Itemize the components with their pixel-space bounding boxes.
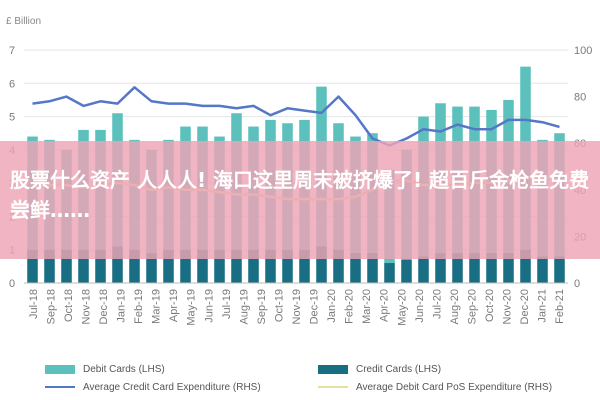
left-tick-label: 0	[9, 278, 15, 290]
right-tick-label: 100	[574, 45, 592, 57]
credit-bar	[554, 256, 565, 283]
credit-bar	[197, 249, 208, 283]
credit-bar	[503, 253, 514, 283]
x-tick-label: Feb-21	[554, 289, 566, 324]
x-tick-label: Oct-19	[274, 289, 286, 322]
legend-item-avg-credit: Average Credit Card Expenditure (RHS)	[45, 379, 261, 395]
x-tick-label: Jul-18	[28, 289, 40, 319]
credit-bar	[231, 249, 242, 283]
legend-label-credit: Credit Cards (LHS)	[356, 363, 442, 375]
left-tick-label: 5	[9, 112, 15, 124]
credit-bar	[384, 263, 395, 283]
credit-bar	[265, 249, 276, 283]
x-tick-label: Nov-20	[502, 289, 514, 324]
credit-bar	[44, 249, 55, 283]
x-tick-label: Dec-19	[309, 289, 321, 324]
right-tick-label: 80	[574, 92, 586, 104]
x-tick-label: Aug-19	[238, 289, 250, 324]
credit-bar	[27, 249, 38, 283]
credit-bar	[129, 249, 140, 283]
credit-bar	[537, 256, 548, 283]
x-tick-label: Feb-20	[344, 289, 356, 324]
legend-swatch-debit	[45, 364, 75, 374]
x-tick-label: Nov-19	[291, 289, 303, 324]
x-tick-label: Sep-20	[467, 289, 479, 324]
x-tick-label: Jan-21	[537, 289, 549, 323]
credit-bar	[248, 249, 259, 283]
x-tick-label: Apr-20	[379, 289, 391, 322]
credit-bar	[520, 249, 531, 283]
credit-bar	[435, 253, 446, 283]
x-tick-label: Oct-20	[484, 289, 496, 322]
avg-credit-expenditure-line	[32, 86, 560, 147]
x-tick-label: Aug-20	[449, 289, 461, 324]
credit-bar	[452, 253, 463, 283]
x-tick-label: Apr-19	[168, 289, 180, 322]
credit-bar	[180, 249, 191, 283]
credit-bar	[61, 249, 72, 283]
credit-bar	[78, 249, 89, 283]
left-axis-unit: £ Billion	[6, 16, 41, 27]
x-tick-label: Jun-19	[203, 289, 215, 323]
legend-item-credit: Credit Cards (LHS)	[318, 361, 441, 377]
right-tick-label: 0	[574, 278, 580, 290]
credit-bar	[214, 249, 225, 283]
legend-swatch-avg-debit	[318, 386, 348, 388]
credit-bar	[469, 253, 480, 283]
x-tick-label: May-19	[186, 289, 198, 326]
credit-bar	[163, 249, 174, 283]
x-tick-label: Sep-18	[45, 289, 57, 324]
credit-bar	[350, 253, 361, 283]
credit-bar	[418, 256, 429, 283]
credit-bar	[486, 253, 497, 283]
x-tick-label: Mar-19	[151, 289, 163, 324]
x-tick-label: Jan-19	[116, 289, 128, 323]
credit-bar	[282, 249, 293, 283]
credit-bar	[401, 259, 412, 283]
left-tick-label: 6	[9, 78, 15, 90]
legend-label-debit: Debit Cards (LHS)	[83, 363, 165, 375]
x-tick-label: Mar-20	[361, 289, 373, 324]
x-tick-label: Jan-20	[326, 289, 338, 323]
x-tick-label: Jun-20	[414, 289, 426, 323]
chart-legend: Debit Cards (LHS) Credit Cards (LHS) Ave…	[0, 355, 600, 400]
x-tick-label: Oct-18	[63, 289, 75, 322]
credit-bar	[316, 246, 327, 283]
legend-item-avg-debit: Average Debit Card PoS Expenditure (RHS)	[318, 379, 552, 395]
credit-bar	[299, 249, 310, 283]
legend-swatch-avg-credit	[45, 386, 75, 388]
legend-item-debit: Debit Cards (LHS)	[45, 361, 165, 377]
left-tick-label: 7	[9, 45, 15, 57]
overlay-banner	[0, 141, 600, 259]
credit-bar	[95, 249, 106, 283]
x-tick-label: Dec-20	[519, 289, 531, 324]
x-tick-label: Jul-19	[221, 289, 233, 319]
credit-bar	[333, 249, 344, 283]
credit-bar	[367, 253, 378, 283]
banner-headline[interactable]: 股票什么资产 人人人! 海口这里周末被挤爆了! 超百斤金枪鱼免费尝鲜……	[10, 168, 590, 222]
x-tick-label: Nov-18	[80, 289, 92, 324]
credit-bar	[146, 253, 157, 283]
x-tick-label: Dec-18	[98, 289, 110, 324]
legend-swatch-credit	[318, 364, 348, 374]
x-tick-label: May-20	[396, 289, 408, 326]
x-tick-label: Sep-19	[256, 289, 268, 324]
x-tick-label: Feb-19	[133, 289, 145, 324]
x-tick-label: Jul-20	[431, 289, 443, 319]
legend-label-avg-credit: Average Credit Card Expenditure (RHS)	[83, 381, 261, 393]
credit-bar	[112, 246, 123, 283]
legend-label-avg-debit: Average Debit Card PoS Expenditure (RHS)	[356, 381, 553, 393]
